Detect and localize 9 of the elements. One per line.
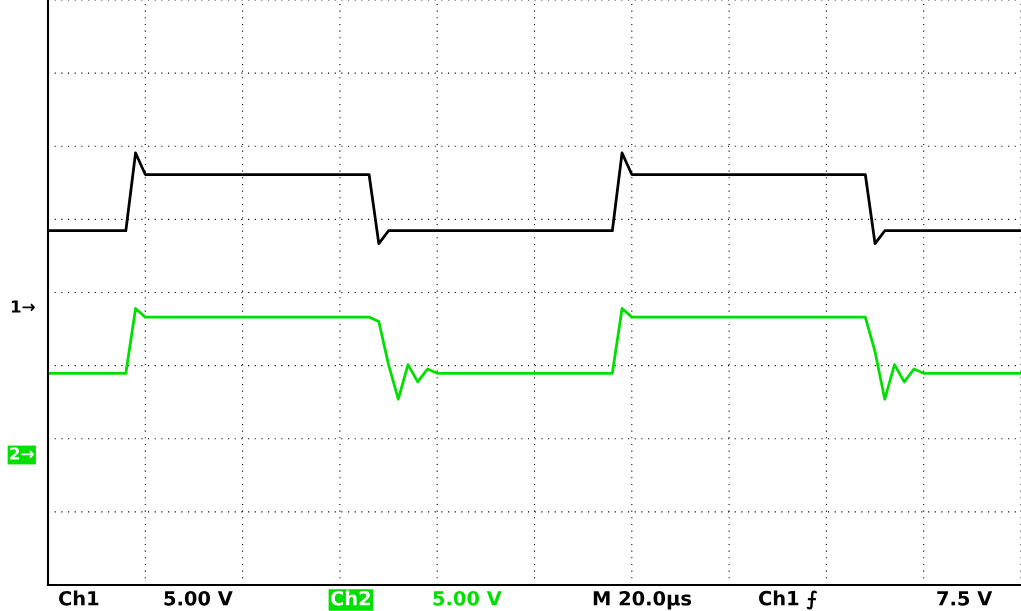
text: Ch1 (58, 590, 99, 606)
text: Ch2 (330, 590, 370, 606)
text: 5.00 V (164, 590, 233, 606)
text: 1→ (11, 300, 35, 313)
text: 2→ (10, 447, 34, 460)
text: M 20.0µs (593, 590, 692, 610)
text: Ch1 ⨍ (758, 590, 818, 610)
text: 7.5 V (937, 591, 993, 606)
text: 5.00 V (433, 590, 502, 606)
